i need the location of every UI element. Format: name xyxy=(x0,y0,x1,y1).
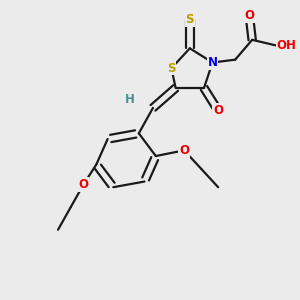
Text: H: H xyxy=(125,93,135,106)
Text: O: O xyxy=(213,104,223,117)
Text: S: S xyxy=(167,62,176,75)
Text: O: O xyxy=(79,178,88,191)
Text: O: O xyxy=(179,144,189,157)
Text: N: N xyxy=(208,56,218,69)
Text: O: O xyxy=(244,9,254,22)
Text: OH: OH xyxy=(276,39,296,52)
Text: S: S xyxy=(186,14,194,26)
